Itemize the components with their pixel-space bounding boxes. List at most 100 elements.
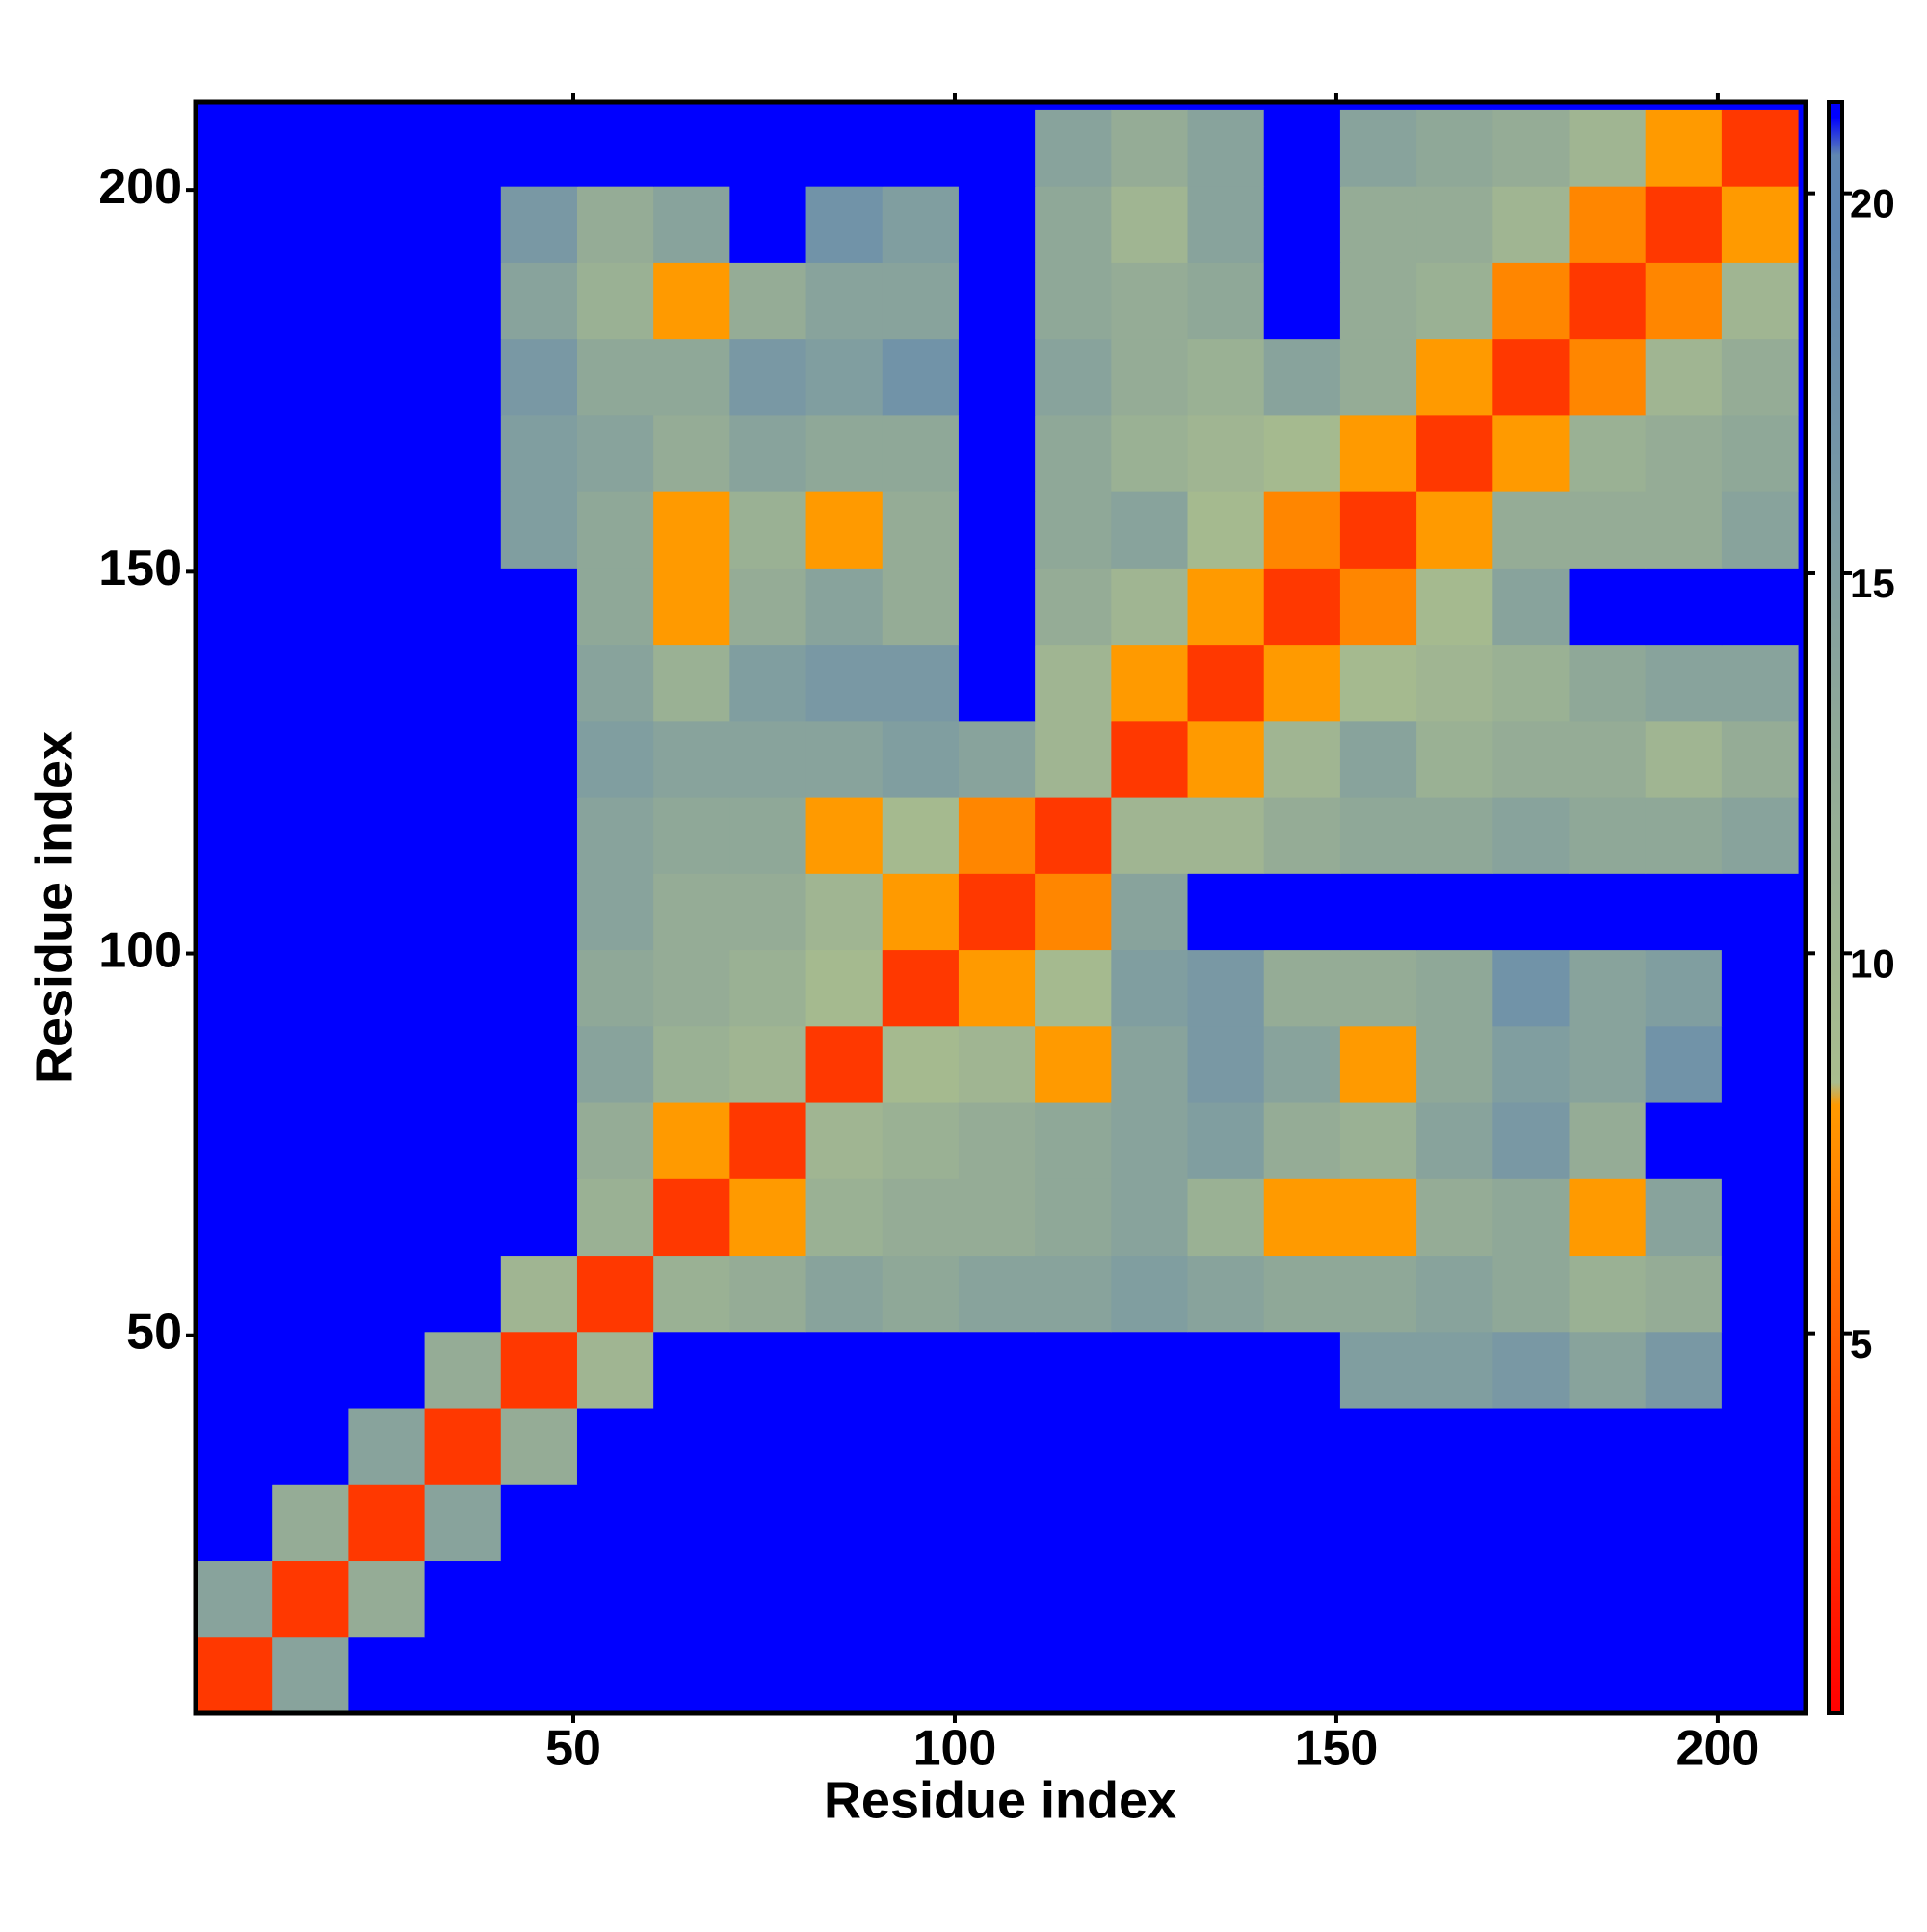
- heatmap-cell: [1263, 1255, 1341, 1333]
- heatmap-cell: [1645, 414, 1723, 492]
- heatmap-cell: [272, 1484, 349, 1562]
- heatmap-cell: [729, 1484, 807, 1562]
- heatmap-cell: [1035, 1408, 1112, 1485]
- heatmap-cell: [1035, 1484, 1112, 1562]
- heatmap-cell: [1111, 1102, 1189, 1179]
- heatmap-cell: [576, 797, 654, 874]
- heatmap-cell: [1645, 873, 1723, 951]
- heatmap-cell: [1187, 1102, 1265, 1179]
- colorbar: [1827, 100, 1844, 1715]
- heatmap-cell: [1721, 109, 1799, 187]
- heatmap-cell: [882, 338, 960, 416]
- heatmap-cell: [500, 262, 578, 340]
- heatmap-cell: [805, 568, 884, 646]
- heatmap-cell: [424, 338, 502, 416]
- heatmap-cell: [500, 1178, 578, 1257]
- colorbar-tick-label: 10: [1850, 940, 1895, 986]
- heatmap-cell: [272, 1331, 349, 1409]
- heatmap-cell: [1111, 1331, 1189, 1409]
- heatmap-cell: [1263, 1178, 1341, 1257]
- heatmap-cell: [348, 1331, 426, 1409]
- heatmap-cell: [805, 1636, 884, 1714]
- heatmap-cell: [1339, 644, 1417, 722]
- heatmap-cell: [1416, 720, 1493, 798]
- heatmap-cell: [196, 1255, 273, 1333]
- heatmap-cell: [1263, 414, 1341, 492]
- heatmap-cell: [1492, 1178, 1570, 1257]
- heatmap-cell: [958, 1408, 1036, 1485]
- heatmap-cell: [1339, 491, 1417, 569]
- heatmap-cell: [653, 1255, 730, 1333]
- heatmap-cell: [1416, 262, 1493, 340]
- heatmap-cell: [576, 1025, 654, 1103]
- heatmap: [196, 102, 1806, 1714]
- heatmap-cell: [576, 1178, 654, 1257]
- heatmap-cell: [653, 414, 730, 492]
- heatmap-cell: [958, 1255, 1036, 1333]
- heatmap-cell: [1035, 1178, 1112, 1257]
- colorbar-tick-label: 20: [1850, 181, 1895, 226]
- heatmap-cell: [653, 949, 730, 1027]
- heatmap-cell: [1569, 338, 1647, 416]
- heatmap-cell: [653, 491, 730, 569]
- heatmap-cell: [424, 797, 502, 874]
- heatmap-cell: [653, 1025, 730, 1103]
- heatmap-cell: [1263, 1636, 1341, 1714]
- colorbar-tick-label: 5: [1850, 1321, 1872, 1366]
- heatmap-cell: [1416, 414, 1493, 492]
- heatmap-cell: [424, 109, 502, 187]
- heatmap-cell: [1721, 644, 1799, 722]
- heatmap-cell: [729, 1408, 807, 1485]
- heatmap-cell: [1111, 338, 1189, 416]
- heatmap-cell: [805, 109, 884, 187]
- y-tick-label: 200: [98, 159, 182, 215]
- heatmap-cell: [653, 1102, 730, 1179]
- heatmap-cell: [1339, 797, 1417, 874]
- heatmap-cell: [1721, 1560, 1799, 1638]
- heatmap-cell: [1187, 338, 1265, 416]
- heatmap-cell: [729, 949, 807, 1027]
- heatmap-cell: [1492, 109, 1570, 187]
- heatmap-cell: [424, 414, 502, 492]
- heatmap-cell: [1111, 1408, 1189, 1485]
- heatmap-cell: [1187, 568, 1265, 646]
- heatmap-cell: [348, 568, 426, 646]
- heatmap-cell: [576, 1560, 654, 1638]
- heatmap-cell: [1492, 1255, 1570, 1333]
- heatmap-cell: [958, 1560, 1036, 1638]
- heatmap-cell: [882, 1102, 960, 1179]
- heatmap-cell: [272, 949, 349, 1027]
- heatmap-cell: [1263, 109, 1341, 187]
- heatmap-cell: [1339, 186, 1417, 263]
- heatmap-cell: [1339, 1178, 1417, 1257]
- heatmap-cell: [1645, 491, 1723, 569]
- heatmap-cell: [424, 1102, 502, 1179]
- heatmap-cell: [1721, 873, 1799, 951]
- heatmap-cell: [272, 491, 349, 569]
- heatmap-cell: [653, 1178, 730, 1257]
- heatmap-cell: [1721, 1484, 1799, 1562]
- heatmap-cell: [272, 1636, 349, 1714]
- heatmap-cell: [500, 414, 578, 492]
- heatmap-cell: [1263, 1408, 1341, 1485]
- heatmap-cell: [1569, 720, 1647, 798]
- heatmap-cell: [958, 1484, 1036, 1562]
- heatmap-cell: [1339, 1560, 1417, 1638]
- heatmap-cell: [1035, 1331, 1112, 1409]
- heatmap-cell: [882, 797, 960, 874]
- heatmap-cell: [805, 797, 884, 874]
- heatmap-cell: [729, 491, 807, 569]
- heatmap-cell: [1416, 1178, 1493, 1257]
- heatmap-cell: [1492, 949, 1570, 1027]
- heatmap-cell: [424, 1484, 502, 1562]
- heatmap-cell: [1035, 186, 1112, 263]
- heatmap-cell: [500, 1025, 578, 1103]
- heatmap-cell: [1339, 873, 1417, 951]
- heatmap-cell: [882, 568, 960, 646]
- heatmap-cell: [196, 644, 273, 722]
- heatmap-cell: [1339, 1636, 1417, 1714]
- heatmap-cell: [1721, 1178, 1799, 1257]
- heatmap-cell: [1263, 797, 1341, 874]
- heatmap-cell: [805, 1255, 884, 1333]
- heatmap-cell: [1263, 186, 1341, 263]
